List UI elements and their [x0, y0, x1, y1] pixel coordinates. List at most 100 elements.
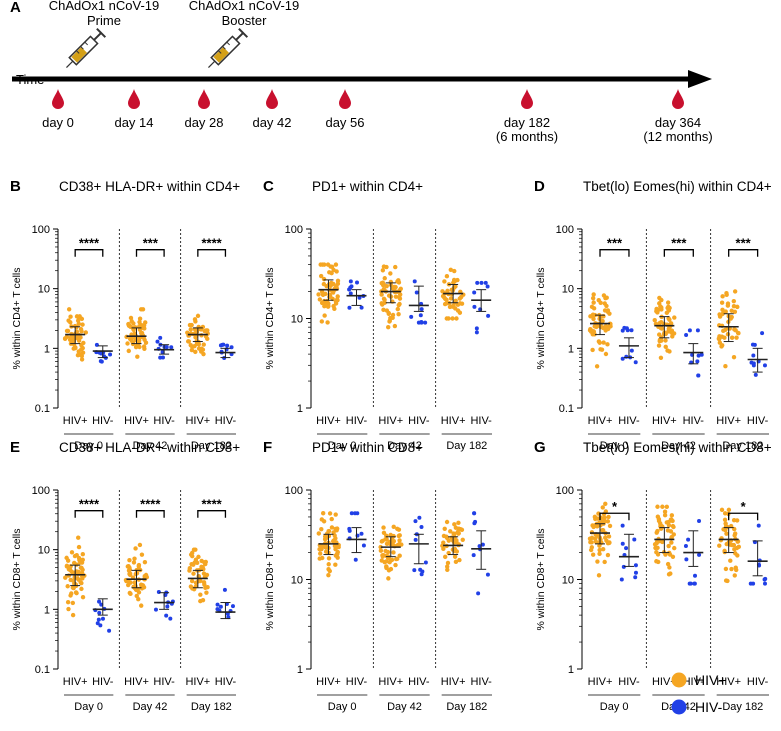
data-point — [97, 599, 102, 604]
data-point — [658, 355, 664, 360]
data-point — [396, 527, 402, 532]
chart-title: PD1+ within CD8+ — [312, 440, 423, 455]
data-point — [656, 518, 662, 524]
data-point — [654, 539, 660, 544]
data-point — [72, 575, 77, 580]
data-point — [762, 363, 767, 368]
data-point — [348, 291, 353, 296]
data-point — [665, 561, 671, 567]
data-point — [607, 311, 612, 316]
data-point — [447, 304, 453, 310]
data-point — [413, 537, 418, 542]
data-point — [696, 353, 701, 358]
data-point — [62, 336, 68, 342]
panel-letter-a: A — [10, 0, 21, 16]
data-point — [598, 300, 603, 305]
data-point — [606, 514, 611, 520]
x-category-label: HIV+ — [185, 676, 210, 688]
data-point — [200, 597, 206, 603]
chart-panel: D Tbet(lo) Eomes(hi) within CD4+ 0.1 1 10 100… — [534, 178, 772, 452]
data-point — [423, 320, 428, 325]
data-point — [600, 505, 605, 510]
data-point — [139, 586, 145, 591]
data-point — [333, 262, 339, 267]
data-point — [126, 348, 131, 354]
chart-title: CD38+ HLA-DR+ within CD8+ — [59, 440, 240, 455]
x-category-label: HIV+ — [441, 415, 466, 427]
data-point — [620, 541, 625, 546]
data-point — [324, 535, 329, 541]
x-category-label: HIV- — [683, 676, 705, 688]
data-point — [472, 511, 477, 516]
data-point — [143, 320, 148, 325]
data-point — [729, 566, 734, 572]
x-category-label: HIV- — [747, 676, 769, 688]
data-point — [697, 519, 702, 524]
data-point — [412, 279, 417, 284]
data-point — [329, 516, 334, 522]
data-point — [728, 558, 733, 563]
data-point — [125, 341, 130, 346]
data-point — [664, 310, 670, 316]
data-point — [654, 530, 659, 535]
data-point — [590, 347, 595, 353]
data-point — [723, 309, 728, 314]
data-point — [460, 537, 465, 542]
data-point — [732, 533, 737, 538]
data-point — [667, 349, 672, 354]
x-category-label: HIV- — [470, 415, 492, 427]
data-point — [189, 550, 195, 556]
data-point — [76, 569, 81, 575]
data-point — [418, 567, 423, 572]
data-point — [695, 359, 700, 364]
data-point — [687, 328, 692, 333]
data-point — [419, 524, 424, 529]
data-point — [398, 292, 403, 297]
data-point — [321, 281, 327, 287]
data-point — [480, 542, 485, 547]
data-point — [317, 547, 322, 552]
x-category-label: HIV+ — [124, 676, 149, 688]
data-point — [596, 573, 602, 578]
data-point — [201, 342, 206, 347]
data-point — [336, 544, 341, 550]
data-point — [100, 616, 105, 621]
data-point — [723, 363, 728, 369]
data-point — [659, 326, 665, 331]
data-point — [620, 523, 625, 528]
data-point — [664, 504, 670, 510]
data-point — [658, 338, 664, 343]
data-point — [96, 617, 101, 622]
y-tick-label: 1 — [568, 343, 574, 355]
data-point — [442, 301, 448, 307]
data-point — [594, 364, 600, 369]
data-point — [450, 316, 455, 321]
data-point — [333, 299, 339, 304]
data-point — [417, 515, 422, 520]
data-point — [379, 558, 384, 563]
data-point — [395, 306, 401, 312]
data-point — [452, 554, 458, 559]
data-point — [454, 316, 459, 321]
data-point — [444, 274, 450, 279]
significance-label: *** — [736, 236, 752, 251]
data-point — [445, 564, 450, 569]
data-point — [155, 339, 160, 344]
data-point — [419, 307, 424, 312]
data-point — [723, 578, 729, 583]
data-point — [327, 511, 333, 516]
data-point — [620, 356, 625, 361]
data-point — [169, 345, 174, 350]
chart-title: Tbet(lo) Eomes(hi) within CD4+ — [583, 179, 772, 194]
data-point — [748, 581, 753, 586]
data-point — [589, 535, 595, 541]
data-point — [603, 535, 608, 540]
data-point — [753, 372, 758, 377]
data-point — [165, 604, 170, 609]
data-point — [380, 302, 385, 307]
x-category-label: HIV- — [470, 676, 492, 688]
legend-hiv-neg-swatch — [671, 699, 687, 715]
data-point — [193, 557, 199, 562]
syringe-icon — [66, 27, 107, 68]
data-point — [327, 270, 332, 275]
